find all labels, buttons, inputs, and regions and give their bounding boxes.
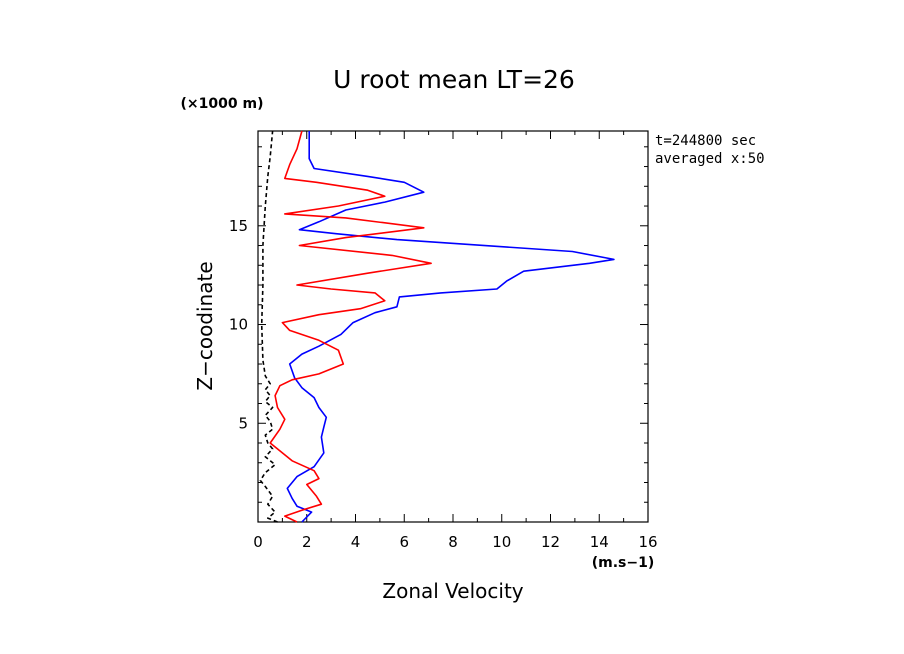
x-tick-label: 10 — [492, 533, 511, 551]
x-tick-labels: 0 2 4 6 8 10 12 14 16 — [253, 533, 657, 551]
series-layer — [259, 130, 615, 523]
series-line-1 — [286, 131, 615, 523]
series-line-2 — [269, 130, 432, 523]
y-tick-label: 5 — [238, 414, 248, 432]
x-tick-label: 2 — [302, 533, 312, 551]
x-tick-label: 6 — [399, 533, 409, 551]
y-axis-title: Z−coodinate — [193, 261, 217, 390]
x-tick-label: 8 — [448, 533, 458, 551]
x-axis-title: Zonal Velocity — [382, 579, 523, 603]
y-tick-label: 10 — [229, 316, 248, 334]
note-clip — [776, 150, 806, 170]
x-tick-label: 0 — [253, 533, 263, 551]
y-tick-label: 15 — [229, 217, 248, 235]
chart-title: U root mean LT=26 — [333, 65, 575, 94]
y-unit-label: (×1000 m) — [181, 96, 264, 112]
annotation-time: t=244800 sec — [655, 133, 756, 149]
series-line-3 — [259, 130, 278, 523]
annotation-averaged: averaged x:50 — [655, 151, 765, 167]
x-tick-label: 4 — [351, 533, 361, 551]
x-unit-label: (m.s−1) — [592, 555, 655, 571]
x-tick-label: 12 — [541, 533, 560, 551]
tick-marks — [257, 131, 649, 522]
x-tick-label: 16 — [638, 533, 657, 551]
x-tick-label: 14 — [590, 533, 609, 551]
y-tick-labels: 5 10 15 — [229, 217, 248, 432]
